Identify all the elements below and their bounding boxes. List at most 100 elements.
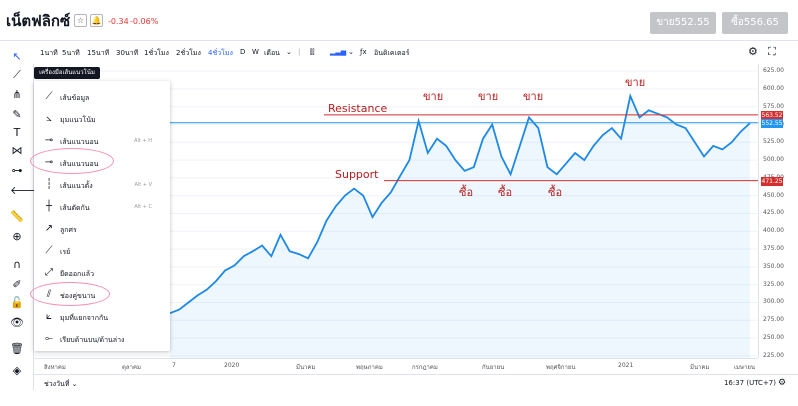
- y-tick-label: 275.00: [763, 316, 784, 324]
- tf-30m[interactable]: 30นาที: [116, 49, 139, 57]
- zoom-in-icon[interactable]: ⊕: [12, 230, 22, 243]
- tf-15m[interactable]: 15นาที: [87, 49, 110, 57]
- menu-item-6[interactable]: ↗ ลูกศร: [34, 217, 170, 241]
- chevron-down-icon[interactable]: ⌄: [348, 48, 354, 56]
- ray-icon: ⟋: [45, 245, 53, 256]
- support-price-tag: 471.25: [761, 176, 783, 186]
- y-tick-label: 375.00: [763, 245, 784, 253]
- x-tick-label: กันยายน: [482, 364, 505, 371]
- drawing-toolbar: ↖ ⟋ ⋔ ✎ T ⋈ ⊶ 🡐 📏 ⊕ ∩ ✐ 🔓 👁 🗑 ◈: [0, 50, 40, 390]
- y-tick-label: 400.00: [763, 227, 784, 235]
- gear-icon[interactable]: ⚙: [748, 45, 758, 58]
- cursor-icon[interactable]: ↖: [12, 50, 22, 63]
- settings-icon[interactable]: ⚙: [778, 378, 787, 388]
- x-tick-label: สิงหาคม: [44, 364, 66, 371]
- star-icon[interactable]: ☆: [74, 14, 87, 27]
- buy-annotation: ซื้อ: [548, 186, 563, 199]
- tf-5m[interactable]: 5นาที: [62, 49, 80, 57]
- x-tick-label: มีนาคม: [690, 364, 710, 371]
- x-tick-label: กรกฎาคม: [412, 364, 438, 371]
- menu-item-shortcut: Alt + V: [134, 182, 152, 188]
- lock-drawing-icon[interactable]: ✐: [12, 278, 22, 291]
- menu-item-5[interactable]: ┼ เส้นตัดกัน Alt + C: [34, 195, 170, 219]
- menu-item-label: มุมที่แยกจากกัน: [60, 314, 108, 322]
- y-tick-label: 525.00: [763, 138, 784, 146]
- disjoint-angle-icon: ⟀: [46, 311, 52, 322]
- trend-tool-tooltip: เครื่องมือเส้นแนวโน้ม: [34, 67, 100, 79]
- eye-icon[interactable]: 👁: [10, 316, 24, 329]
- tf-d[interactable]: D: [240, 48, 246, 56]
- menu-item-label: เส้นแนวตั้ง: [60, 182, 93, 190]
- text-icon[interactable]: T: [13, 126, 21, 139]
- indicators-icon[interactable]: ƒx: [360, 48, 367, 56]
- menu-item-label: เส้นตัดกัน: [60, 204, 90, 212]
- menu-item-7[interactable]: ⟋ เรย์: [34, 239, 170, 263]
- chevron-down-icon[interactable]: ⌄: [286, 48, 292, 56]
- ruler-icon[interactable]: 📏: [10, 210, 24, 223]
- y-tick-label: 625.00: [763, 67, 784, 75]
- y-tick-label: 450.00: [763, 191, 784, 199]
- line-tools-menu: ⟋ เส้นข้อมูล ⦣ มุมแนวโน้ม ⊸ เส้นแนวนอน Alt + H…: [34, 81, 170, 351]
- buy-annotation: ซื้อ: [498, 186, 513, 199]
- sell-button[interactable]: ขาย552.55: [650, 12, 716, 34]
- y-tick-label: 425.00: [763, 209, 784, 217]
- pitchfork-icon[interactable]: ⋔: [12, 88, 22, 101]
- menu-item-1[interactable]: ⦣ มุมแนวโน้ม: [34, 107, 170, 131]
- menu-item-label: เรย์: [60, 248, 71, 256]
- time-axis[interactable]: สิงหาคม ตุลาคม 7 2020 มีนาคม พฤษภาคม กรกฎาคม กั…: [34, 358, 758, 372]
- price-axis[interactable]: 625.00600.00575.00550.00525.00500.00475.…: [758, 64, 798, 359]
- cross-line-icon: ┼: [45, 201, 53, 212]
- chart-toolbar: 1นาที 5นาที 15นาที 30นาที 1ชั่วโมง 2ชั่ว…: [0, 40, 798, 64]
- fullscreen-icon[interactable]: ⛶: [768, 45, 776, 58]
- series-line: [169, 93, 751, 315]
- x-tick-label: ตุลาคม: [122, 364, 141, 371]
- prediction-icon[interactable]: ⊶: [11, 164, 23, 177]
- sell-annotation: ขาย: [523, 90, 544, 103]
- indicators-button[interactable]: อินดิเคเตอร์: [374, 49, 410, 57]
- tf-1m[interactable]: 1นาที: [40, 49, 58, 57]
- menu-item-8[interactable]: ⤢ ยืดออกแล้ว: [34, 261, 170, 285]
- tf-month[interactable]: เดือน: [264, 49, 280, 57]
- trend-line-icon[interactable]: ⟋: [13, 68, 21, 81]
- menu-item-2[interactable]: ⊸ เส้นแนวนอน Alt + H: [34, 129, 170, 153]
- lock-icon[interactable]: 🔓: [10, 296, 24, 309]
- magnet-icon[interactable]: ∩: [12, 258, 22, 271]
- tf-4h[interactable]: 4ชั่วโมง: [208, 49, 233, 57]
- highlight-parallel-channel: [30, 282, 110, 306]
- tf-w[interactable]: W: [252, 48, 259, 56]
- tf-1h[interactable]: 1ชั่วโมง: [144, 49, 169, 57]
- vertical-line-icon: ┆: [45, 179, 53, 190]
- menu-item-11[interactable]: ⟜ เรียบด้านบน/ด้านล่าง: [34, 327, 170, 351]
- divider: |: [298, 48, 301, 56]
- x-tick-label: พฤษภาคม: [356, 364, 383, 371]
- sell-annotation: ขาย: [478, 90, 499, 103]
- symbol-header: เน็ตฟลิกซ์ ☆ 🔔 -0.34 -0.06% ขาย552.55 ซื…: [0, 0, 798, 40]
- symbol-title: เน็ตฟลิกซ์: [6, 12, 71, 30]
- back-arrow-icon[interactable]: 🡐: [10, 184, 40, 197]
- series-area: [170, 96, 750, 358]
- tf-2h[interactable]: 2ชั่วโมง: [176, 49, 201, 57]
- trash-icon[interactable]: 🗑: [10, 342, 24, 355]
- resistance-price-tag: 563.52: [761, 110, 783, 120]
- menu-item-4[interactable]: ┆ เส้นแนวตั้ง Alt + V: [34, 173, 170, 197]
- y-tick-label: 300.00: [763, 298, 784, 306]
- date-range-button[interactable]: ช่วงวันที่ ⌄: [44, 380, 78, 388]
- y-tick-label: 500.00: [763, 156, 784, 164]
- sell-annotation: ขาย: [423, 90, 444, 103]
- layers-icon[interactable]: ◈: [12, 364, 22, 377]
- candle-type-icon[interactable]: ⫿⫿: [310, 48, 315, 56]
- timezone-label[interactable]: 16:37 (UTC+7): [723, 379, 776, 387]
- buy-button[interactable]: ซื้อ556.65: [722, 12, 788, 34]
- brush-icon[interactable]: ✎: [12, 108, 22, 121]
- y-tick-label: 225.00: [763, 351, 784, 359]
- price-change: -0.34: [108, 17, 129, 26]
- menu-item-10[interactable]: ⟀ มุมที่แยกจากกัน: [34, 305, 170, 329]
- x-tick-label: 2020: [224, 362, 240, 369]
- bell-icon[interactable]: 🔔: [90, 14, 103, 27]
- x-tick-label: 7: [172, 362, 176, 369]
- menu-item-label: เรียบด้านบน/ด้านล่าง: [60, 336, 125, 344]
- menu-item-shortcut: Alt + H: [134, 138, 152, 144]
- bar-chart-icon[interactable]: ▂▃▅: [330, 48, 347, 56]
- pattern-icon[interactable]: ⋈: [11, 144, 23, 157]
- menu-item-0[interactable]: ⟋ เส้นข้อมูล: [34, 85, 170, 109]
